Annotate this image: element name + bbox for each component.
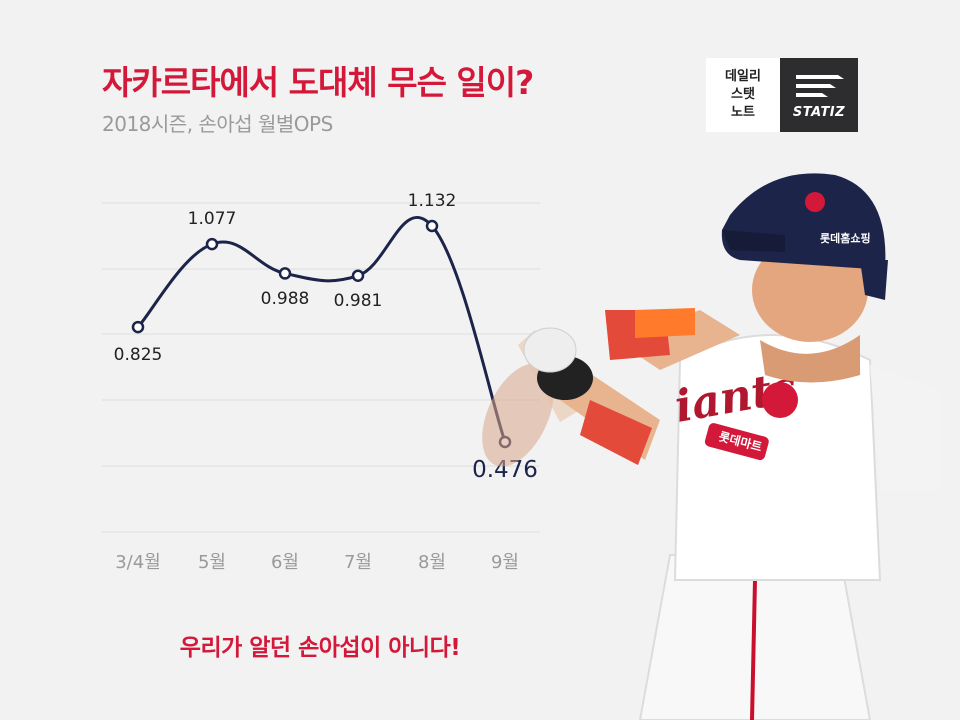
statiz-mark-icon — [796, 75, 844, 97]
x-tick-label-1: 5월 — [198, 552, 226, 573]
data-point-0 — [131, 320, 145, 334]
data-point-1 — [205, 237, 219, 251]
x-tick-label-4: 8월 — [418, 552, 446, 573]
value-label-2: 0.988 — [261, 289, 310, 309]
page-title: 자카르타에서 도대체 무슨 일이? — [102, 63, 534, 102]
logo-line-1: 데일리 — [725, 69, 761, 84]
data-point-2 — [278, 267, 292, 280]
logo-brand-text: STATIZ — [792, 105, 846, 120]
x-axis-ticks: 3/4월 5월 6월 7월 8월 9월 — [115, 552, 519, 573]
page-subtitle: 2018시즌, 손아섭 월별OPS — [102, 112, 333, 136]
value-label-1: 1.077 — [188, 209, 237, 229]
chart-grid — [102, 202, 540, 533]
value-label-0: 0.825 — [114, 345, 163, 365]
logo-text-block: 데일리 스탯 노트 — [706, 58, 780, 132]
value-label-3: 0.981 — [334, 291, 383, 311]
logo-line-3: 노트 — [731, 105, 755, 120]
x-tick-label-2: 6월 — [271, 552, 299, 573]
x-tick-label-3: 7월 — [344, 552, 372, 573]
logo-brand-block: STATIZ — [780, 58, 858, 132]
slogan-text: 우리가 알던 손아섭이 아니다! — [179, 635, 461, 661]
data-point-3 — [351, 269, 365, 282]
data-point-4 — [425, 219, 439, 233]
x-tick-label-5: 9월 — [491, 552, 519, 573]
value-label-4: 1.132 — [408, 191, 457, 211]
helmet-text: 롯데홈쇼핑 — [820, 231, 871, 245]
statiz-logo: 데일리 스탯 노트 STATIZ — [706, 58, 858, 132]
x-tick-label-0: 3/4월 — [115, 552, 161, 573]
logo-line-2: 스탯 — [731, 87, 755, 102]
player-illustration: iants 롯데마트 롯데홈쇼핑 — [482, 173, 940, 720]
